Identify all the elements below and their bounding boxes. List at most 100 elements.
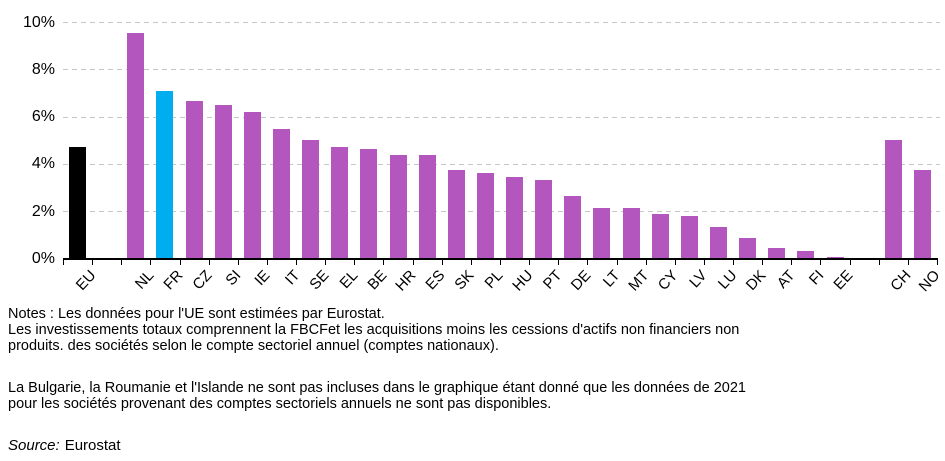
x-axis-tick: [63, 260, 64, 265]
x-axis-tick: [529, 260, 531, 265]
y-gridline-2pct: [63, 211, 940, 213]
x-axis-label-es: ES: [422, 267, 449, 294]
x-axis-label-mt: MT: [625, 267, 653, 295]
source-line: Source: Eurostat: [8, 437, 121, 454]
x-axis-label-it: IT: [281, 267, 303, 289]
bar-mt: [622, 208, 640, 259]
bar-be: [360, 149, 378, 259]
y-gridline-4pct: [63, 163, 940, 165]
x-axis-tick: [791, 260, 793, 265]
x-axis-tick: [937, 260, 938, 265]
x-axis-tick: [616, 260, 618, 265]
x-axis-label-lv: LV: [686, 267, 711, 292]
x-axis-label-el: EL: [336, 267, 362, 293]
y-axis-tick-label: 6%: [31, 108, 55, 126]
y-axis-tick-label: 2%: [31, 202, 55, 220]
x-axis-label-cz: CZ: [189, 267, 216, 294]
x-axis-tick: [907, 260, 909, 265]
y-axis-tick-label: 8%: [31, 60, 55, 78]
bar-lu: [710, 227, 727, 259]
x-axis-tick: [674, 260, 676, 265]
x-axis-tick: [558, 260, 560, 265]
bar-se: [302, 139, 320, 259]
x-axis-label-be: BE: [364, 267, 391, 294]
x-axis-tick: [266, 260, 268, 265]
x-axis-tick: [470, 260, 472, 265]
x-axis-label-de: DE: [567, 267, 595, 294]
x-axis-tick: [208, 260, 210, 265]
x-axis-label-fr: FR: [160, 267, 187, 294]
bar-hr: [389, 154, 407, 259]
y-axis-tick-label: 4%: [31, 155, 55, 173]
x-axis-label-pt: PT: [539, 267, 566, 293]
x-axis-label-at: AT: [773, 267, 799, 292]
notes-line: Les investissements totaux comprennent l…: [8, 322, 740, 338]
x-axis-line: [63, 258, 938, 260]
x-axis-label-pl: PL: [481, 267, 507, 293]
x-axis-label-lu: LU: [714, 267, 740, 293]
x-axis-tick: [354, 260, 356, 265]
bar-nl: [127, 33, 145, 259]
x-axis-tick: [878, 260, 880, 265]
x-axis-label-si: SI: [222, 267, 245, 289]
bar-ch: [884, 139, 902, 259]
bar-cz: [185, 100, 203, 259]
bar-eu: [69, 146, 87, 259]
source-label: Source:: [8, 437, 60, 454]
x-axis-label-lt: LT: [599, 267, 624, 291]
bar-lt: [593, 208, 611, 259]
y-gridline-8pct: [63, 69, 940, 71]
bar-si: [214, 105, 232, 259]
y-axis-tick-label: 0%: [31, 250, 55, 267]
x-axis-tick: [383, 260, 385, 265]
bar-hu: [506, 177, 524, 259]
x-axis-tick: [296, 260, 298, 265]
x-axis-label-hr: HR: [392, 267, 420, 295]
x-axis-label-ch: CH: [887, 267, 915, 295]
bar-ie: [243, 112, 261, 259]
bar-lv: [680, 216, 698, 259]
notes-line: La Bulgarie, la Roumanie et l'Islande ne…: [8, 380, 746, 396]
x-axis-tick: [237, 260, 239, 265]
bar-sk: [447, 170, 465, 259]
bar-es: [418, 154, 436, 259]
x-axis-tick: [500, 260, 501, 265]
notes-line: Notes : Les données pour l'UE sont estim…: [8, 306, 385, 322]
x-axis-tick: [179, 260, 181, 265]
bar-el: [331, 146, 349, 259]
x-axis-label-sk: SK: [451, 267, 478, 294]
bar-pt: [535, 179, 553, 259]
x-axis-tick: [92, 260, 94, 265]
x-axis-label-ee: EE: [830, 267, 857, 294]
x-axis-label-no: NO: [916, 267, 944, 296]
x-axis-tick: [412, 260, 414, 265]
bar-at: [768, 248, 786, 259]
chart-notes-paragraph-1: Notes : Les données pour l'UE sont estim…: [8, 306, 739, 354]
x-axis-tick: [703, 260, 705, 265]
bar-it: [273, 128, 290, 259]
x-axis-label-hu: HU: [508, 267, 536, 295]
source-value: Eurostat: [64, 437, 121, 454]
x-axis-label-dk: DK: [742, 267, 770, 294]
bar-dk: [739, 237, 757, 259]
y-gridline-10pct: [63, 22, 940, 23]
bar-fr: [156, 91, 174, 259]
x-axis-tick: [587, 260, 589, 265]
x-axis-label-eu: EU: [72, 267, 99, 294]
x-axis-tick: [441, 260, 443, 265]
x-axis-tick: [121, 260, 123, 265]
x-axis-label-cy: CY: [655, 267, 682, 294]
y-gridline-6pct: [63, 116, 940, 118]
x-axis-label-nl: NL: [131, 267, 158, 293]
x-axis-label-fi: FI: [805, 267, 828, 289]
x-axis-tick: [645, 260, 647, 265]
x-axis-tick: [820, 260, 822, 265]
y-axis-tick-label: 10%: [22, 13, 55, 31]
x-axis-tick: [150, 260, 152, 265]
x-axis-tick: [849, 260, 851, 265]
chart-notes-paragraph-2: La Bulgarie, la Roumanie et l'Islande ne…: [8, 380, 746, 412]
notes-line: produits. des sociétés selon le compte s…: [8, 338, 499, 354]
x-axis-label-se: SE: [305, 267, 333, 294]
bar-pl: [476, 172, 494, 259]
